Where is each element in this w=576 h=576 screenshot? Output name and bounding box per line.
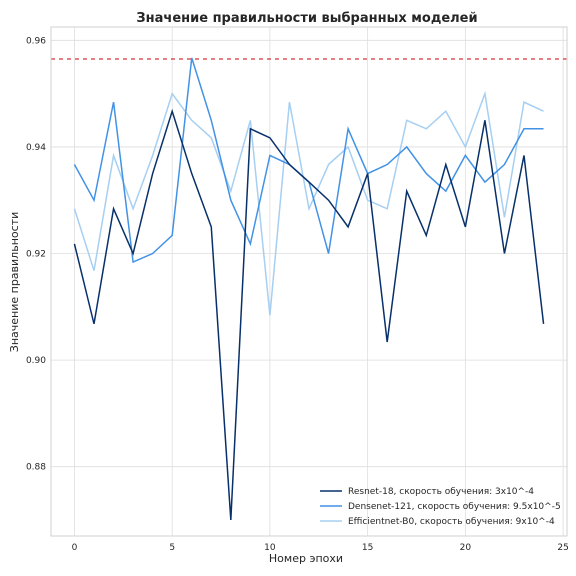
y-axis-label: Значение правильности	[8, 212, 21, 352]
y-tick-label: 0.92	[26, 250, 46, 260]
legend-label: Resnet-18, скорость обучения: 3x10^-4	[348, 487, 534, 497]
legend-label: Densenet-121, скорость обучения: 9.5x10^…	[348, 502, 561, 512]
y-tick-label: 0.88	[26, 463, 46, 473]
legend-label: Efficientnet-B0, скорость обучения: 9x10…	[348, 517, 555, 527]
x-tick-label: 0	[72, 543, 78, 553]
x-tick-label: 20	[460, 543, 472, 553]
x-tick-label: 5	[169, 543, 175, 553]
y-tick-label: 0.94	[26, 143, 46, 153]
x-axis-label: Номер эпохи	[269, 552, 343, 565]
legend: Resnet-18, скорость обучения: 3x10^-4 Den…	[320, 487, 561, 527]
chart-title: Значение правильности выбранных моделей	[136, 11, 477, 26]
x-tick-label: 15	[362, 543, 373, 553]
x-tick-label: 25	[557, 543, 568, 553]
y-tick-label: 0.96	[26, 36, 46, 46]
y-tick-label: 0.90	[26, 356, 46, 366]
